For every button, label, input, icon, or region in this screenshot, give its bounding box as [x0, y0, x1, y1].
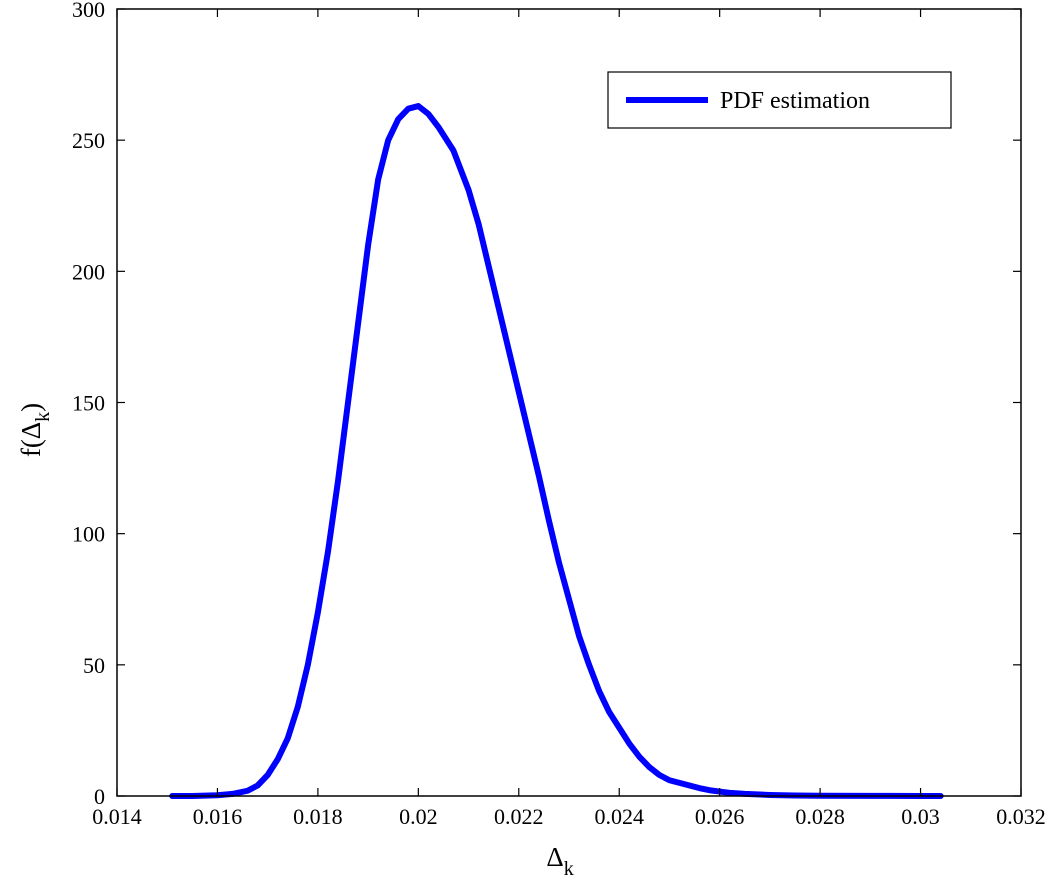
series-line-0: [169, 103, 944, 799]
plot-layer: [169, 103, 944, 799]
y-tick-label-3: 150: [72, 391, 105, 416]
y-axis-label-subscript: k: [32, 412, 54, 422]
y-tick-label-1: 50: [83, 653, 105, 678]
x-tick-label-5: 0.024: [594, 804, 644, 829]
y-tick-label-0: 0: [94, 784, 105, 809]
x-tick-label-6: 0.026: [695, 804, 745, 829]
axes-layer: 0.014 0.016 0.018 0.02 0.022 0.024 0.026 0.028 0…: [72, 0, 1046, 829]
x-tick-label-8: 0.03: [901, 804, 940, 829]
y-tick-label-4: 200: [72, 259, 105, 284]
y-axis-label-suffix: ): [16, 403, 46, 412]
x-tick-label-3: 0.02: [399, 804, 438, 829]
legend: PDF estimation: [607, 71, 952, 129]
x-tick-label-1: 0.016: [193, 804, 243, 829]
y-tick-label-6: 300: [72, 0, 105, 22]
x-tick-label-0: 0.014: [92, 804, 142, 829]
x-tick-label-2: 0.018: [293, 804, 343, 829]
x-tick-label-9: 0.032: [996, 804, 1046, 829]
x-tick-label-4: 0.022: [494, 804, 544, 829]
x-axis-label-main: Δ: [546, 842, 563, 872]
y-tick-label-5: 250: [72, 128, 105, 153]
x-tick-label-7: 0.028: [795, 804, 845, 829]
y-axis-label: f(Δk): [16, 403, 54, 457]
x-axis-label: Δk: [546, 842, 573, 880]
y-axis-label-prefix: f(Δ: [16, 422, 46, 457]
legend-label-0: PDF estimation: [720, 88, 870, 114]
x-axis-label-subscript: k: [564, 858, 574, 880]
y-tick-label-2: 100: [72, 522, 105, 547]
